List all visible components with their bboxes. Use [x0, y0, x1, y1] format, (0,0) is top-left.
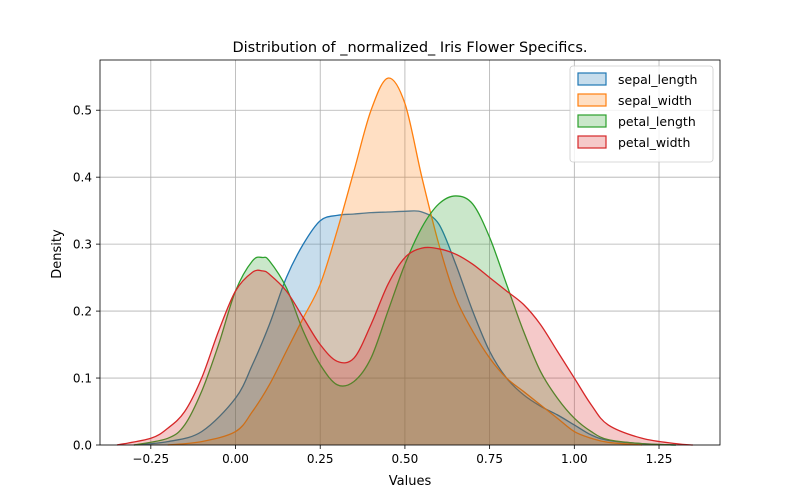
y-tick-label: 0.2 [73, 305, 92, 319]
legend-item: petal_length [577, 114, 696, 129]
legend-item: sepal_length [577, 72, 697, 87]
x-tick-label: 1.25 [646, 452, 673, 466]
legend-label: sepal_length [618, 72, 697, 87]
x-tick-label: 0.00 [222, 452, 249, 466]
series-fill [133, 195, 676, 445]
series-fill [116, 247, 693, 445]
x-tick-label: 0.75 [476, 452, 503, 466]
legend-swatch [577, 93, 607, 107]
y-tick-label: 0.0 [73, 439, 92, 453]
legend-swatch [577, 114, 607, 128]
legend-item: sepal_width [577, 93, 692, 108]
chart-title: Distribution of _normalized_ Iris Flower… [232, 40, 587, 56]
x-tick-label: 1.00 [561, 452, 588, 466]
series-line [116, 246, 693, 446]
x-axis-label: Values [389, 474, 432, 489]
x-tick-label: 0.25 [307, 452, 334, 466]
legend-label: sepal_width [618, 93, 692, 108]
density-areas [116, 77, 693, 446]
y-axis: 0.0 0.1 0.2 0.3 0.4 0.5 [73, 104, 100, 453]
series-petal-width [116, 246, 693, 446]
legend-label: petal_length [618, 114, 696, 129]
y-axis-label: Density [50, 229, 65, 279]
x-tick-label: 0.50 [392, 452, 419, 466]
plot-frame [99, 59, 721, 446]
series-sepal-length [133, 210, 676, 446]
series-fill [133, 210, 676, 445]
y-tick-label: 0.4 [73, 171, 92, 185]
legend-label: petal_width [618, 135, 690, 150]
series-line [167, 77, 643, 446]
series-sepal-width [167, 77, 643, 446]
y-tick-label: 0.1 [73, 372, 92, 386]
x-tick-label: −0.25 [132, 452, 169, 466]
legend-swatch [577, 135, 607, 149]
x-axis: −0.25 0.00 0.25 0.50 0.75 1.00 1.25 [132, 445, 672, 466]
legend-item: petal_width [577, 135, 690, 150]
legend: sepal_length sepal_width petal_lengthpetal… [569, 65, 714, 163]
series-fill [167, 77, 643, 445]
y-tick-label: 0.3 [73, 238, 92, 252]
series-line [133, 210, 676, 446]
y-tick-label: 0.5 [73, 104, 92, 118]
legend-swatch [577, 72, 607, 86]
